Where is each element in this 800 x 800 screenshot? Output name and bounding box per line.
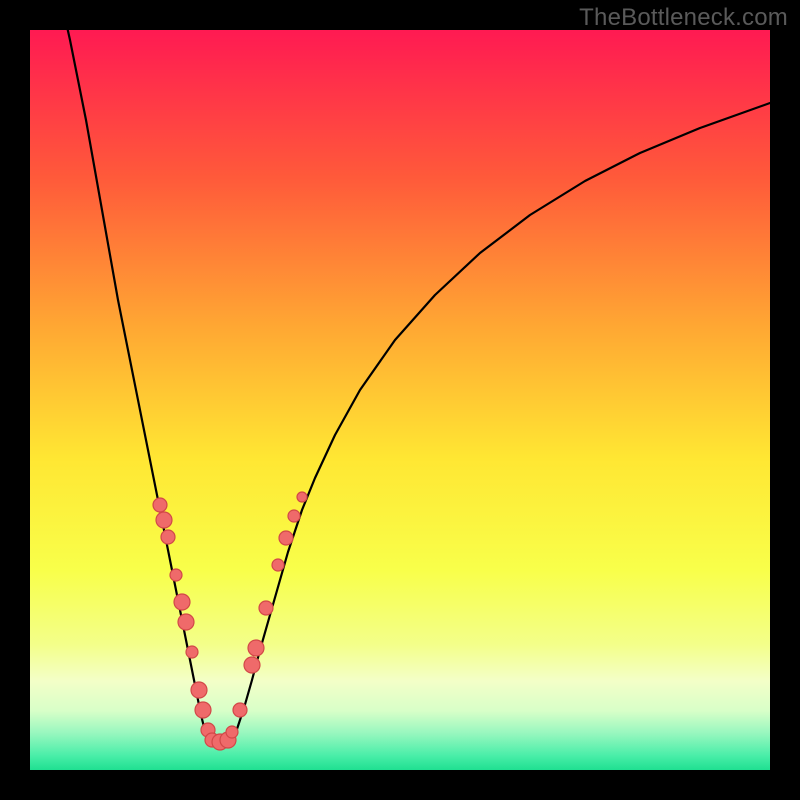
data-point — [259, 601, 273, 615]
chart-root: TheBottleneck.com — [0, 0, 800, 800]
data-point — [153, 498, 167, 512]
data-point — [288, 510, 300, 522]
watermark-text: TheBottleneck.com — [579, 4, 788, 32]
bottleneck-chart-svg — [0, 0, 800, 800]
data-point — [248, 640, 264, 656]
data-point — [178, 614, 194, 630]
data-point — [233, 703, 247, 717]
data-point — [161, 530, 175, 544]
data-point — [156, 512, 172, 528]
border-right — [770, 0, 800, 800]
background-layer — [30, 30, 770, 770]
data-point — [297, 492, 307, 502]
data-point — [226, 726, 238, 738]
data-point — [244, 657, 260, 673]
data-point — [272, 559, 284, 571]
data-point — [279, 531, 293, 545]
border-bottom — [0, 770, 800, 800]
data-point — [195, 702, 211, 718]
gradient-background — [30, 30, 770, 770]
data-point — [191, 682, 207, 698]
data-point — [174, 594, 190, 610]
data-point — [186, 646, 198, 658]
data-point — [170, 569, 182, 581]
border-left — [0, 0, 30, 800]
